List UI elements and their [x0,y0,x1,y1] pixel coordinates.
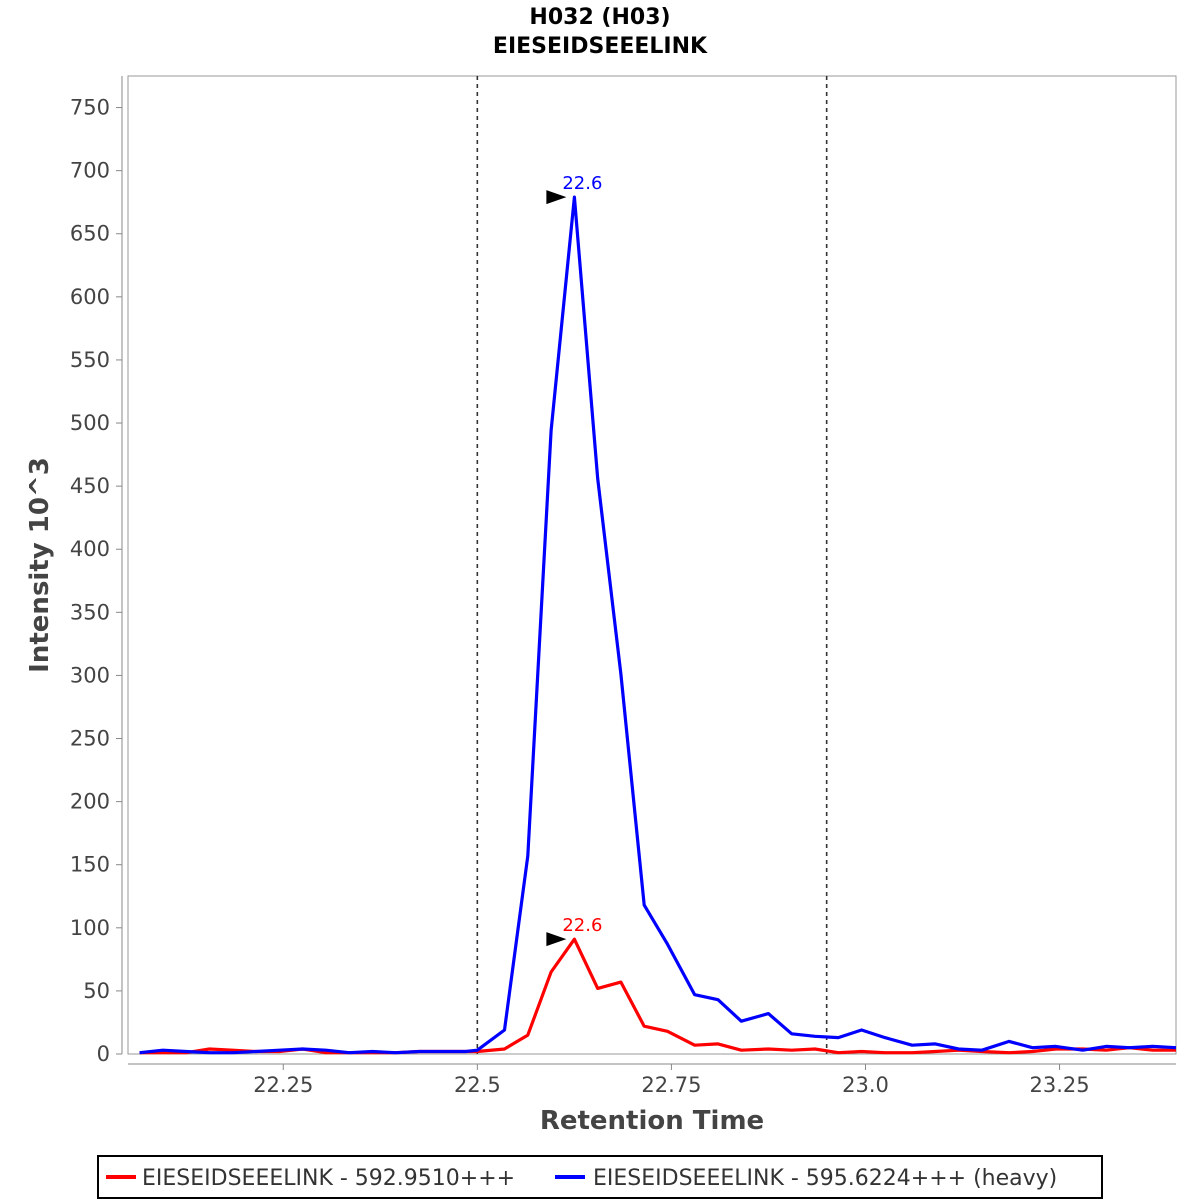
x-axis: 22.25 22.5 22.75 23.0 23.25 [253,1064,1090,1097]
y-tick-label: 750 [70,96,110,120]
x-axis-label: Retention Time [540,1106,764,1136]
y-tick-label: 200 [70,790,110,814]
y-tick-label: 150 [70,853,110,877]
y-tick-label: 550 [70,348,110,372]
plot-area [127,75,1177,1055]
peak-arrow-icon [546,932,567,947]
y-tick-label: 700 [70,159,110,183]
y-tick-label: 250 [70,727,110,751]
y-tick-label: 100 [70,916,110,940]
peak-label: 22.6 [562,173,602,194]
y-tick-label: 50 [83,979,110,1003]
peak-markers: 22.6 22.6 [546,173,602,947]
y-axis-label: Intensity 10^3 [25,457,55,673]
y-tick-label: 0 [97,1042,110,1066]
peak-label: 22.6 [562,915,602,936]
legend: EIESEIDSEEELINK - 592.9510+++ EIESEIDSEE… [97,1155,1103,1199]
legend-label-light: EIESEIDSEEELINK - 592.9510+++ [142,1166,515,1191]
peak-arrow-icon [546,190,567,205]
x-tick-label: 22.25 [253,1073,313,1097]
chart-subtitle: EIESEIDSEEELINK [493,34,708,59]
y-tick-label: 400 [70,537,110,561]
y-tick-label: 650 [70,222,110,246]
x-tick-label: 22.5 [454,1073,501,1097]
y-tick-label: 500 [70,411,110,435]
y-tick-label: 300 [70,663,110,687]
x-tick-label: 23.25 [1029,1073,1089,1097]
integration-boundaries [476,76,828,1054]
chart-title: H032 (H03) [529,5,670,30]
legend-box [97,1155,1103,1199]
x-tick-label: 22.75 [641,1073,701,1097]
series-line-heavy [139,195,1177,1055]
series-lines [139,195,1177,1055]
y-axis: 0 50 100 150 200 250 300 350 400 450 500 550 600 650 7… [70,96,122,1066]
y-tick-label: 600 [70,285,110,309]
legend-label-heavy: EIESEIDSEEELINK - 595.6224+++ (heavy) [593,1166,1057,1191]
y-tick-label: 350 [70,600,110,624]
x-tick-label: 23.0 [842,1073,889,1097]
y-tick-label: 450 [70,474,110,498]
